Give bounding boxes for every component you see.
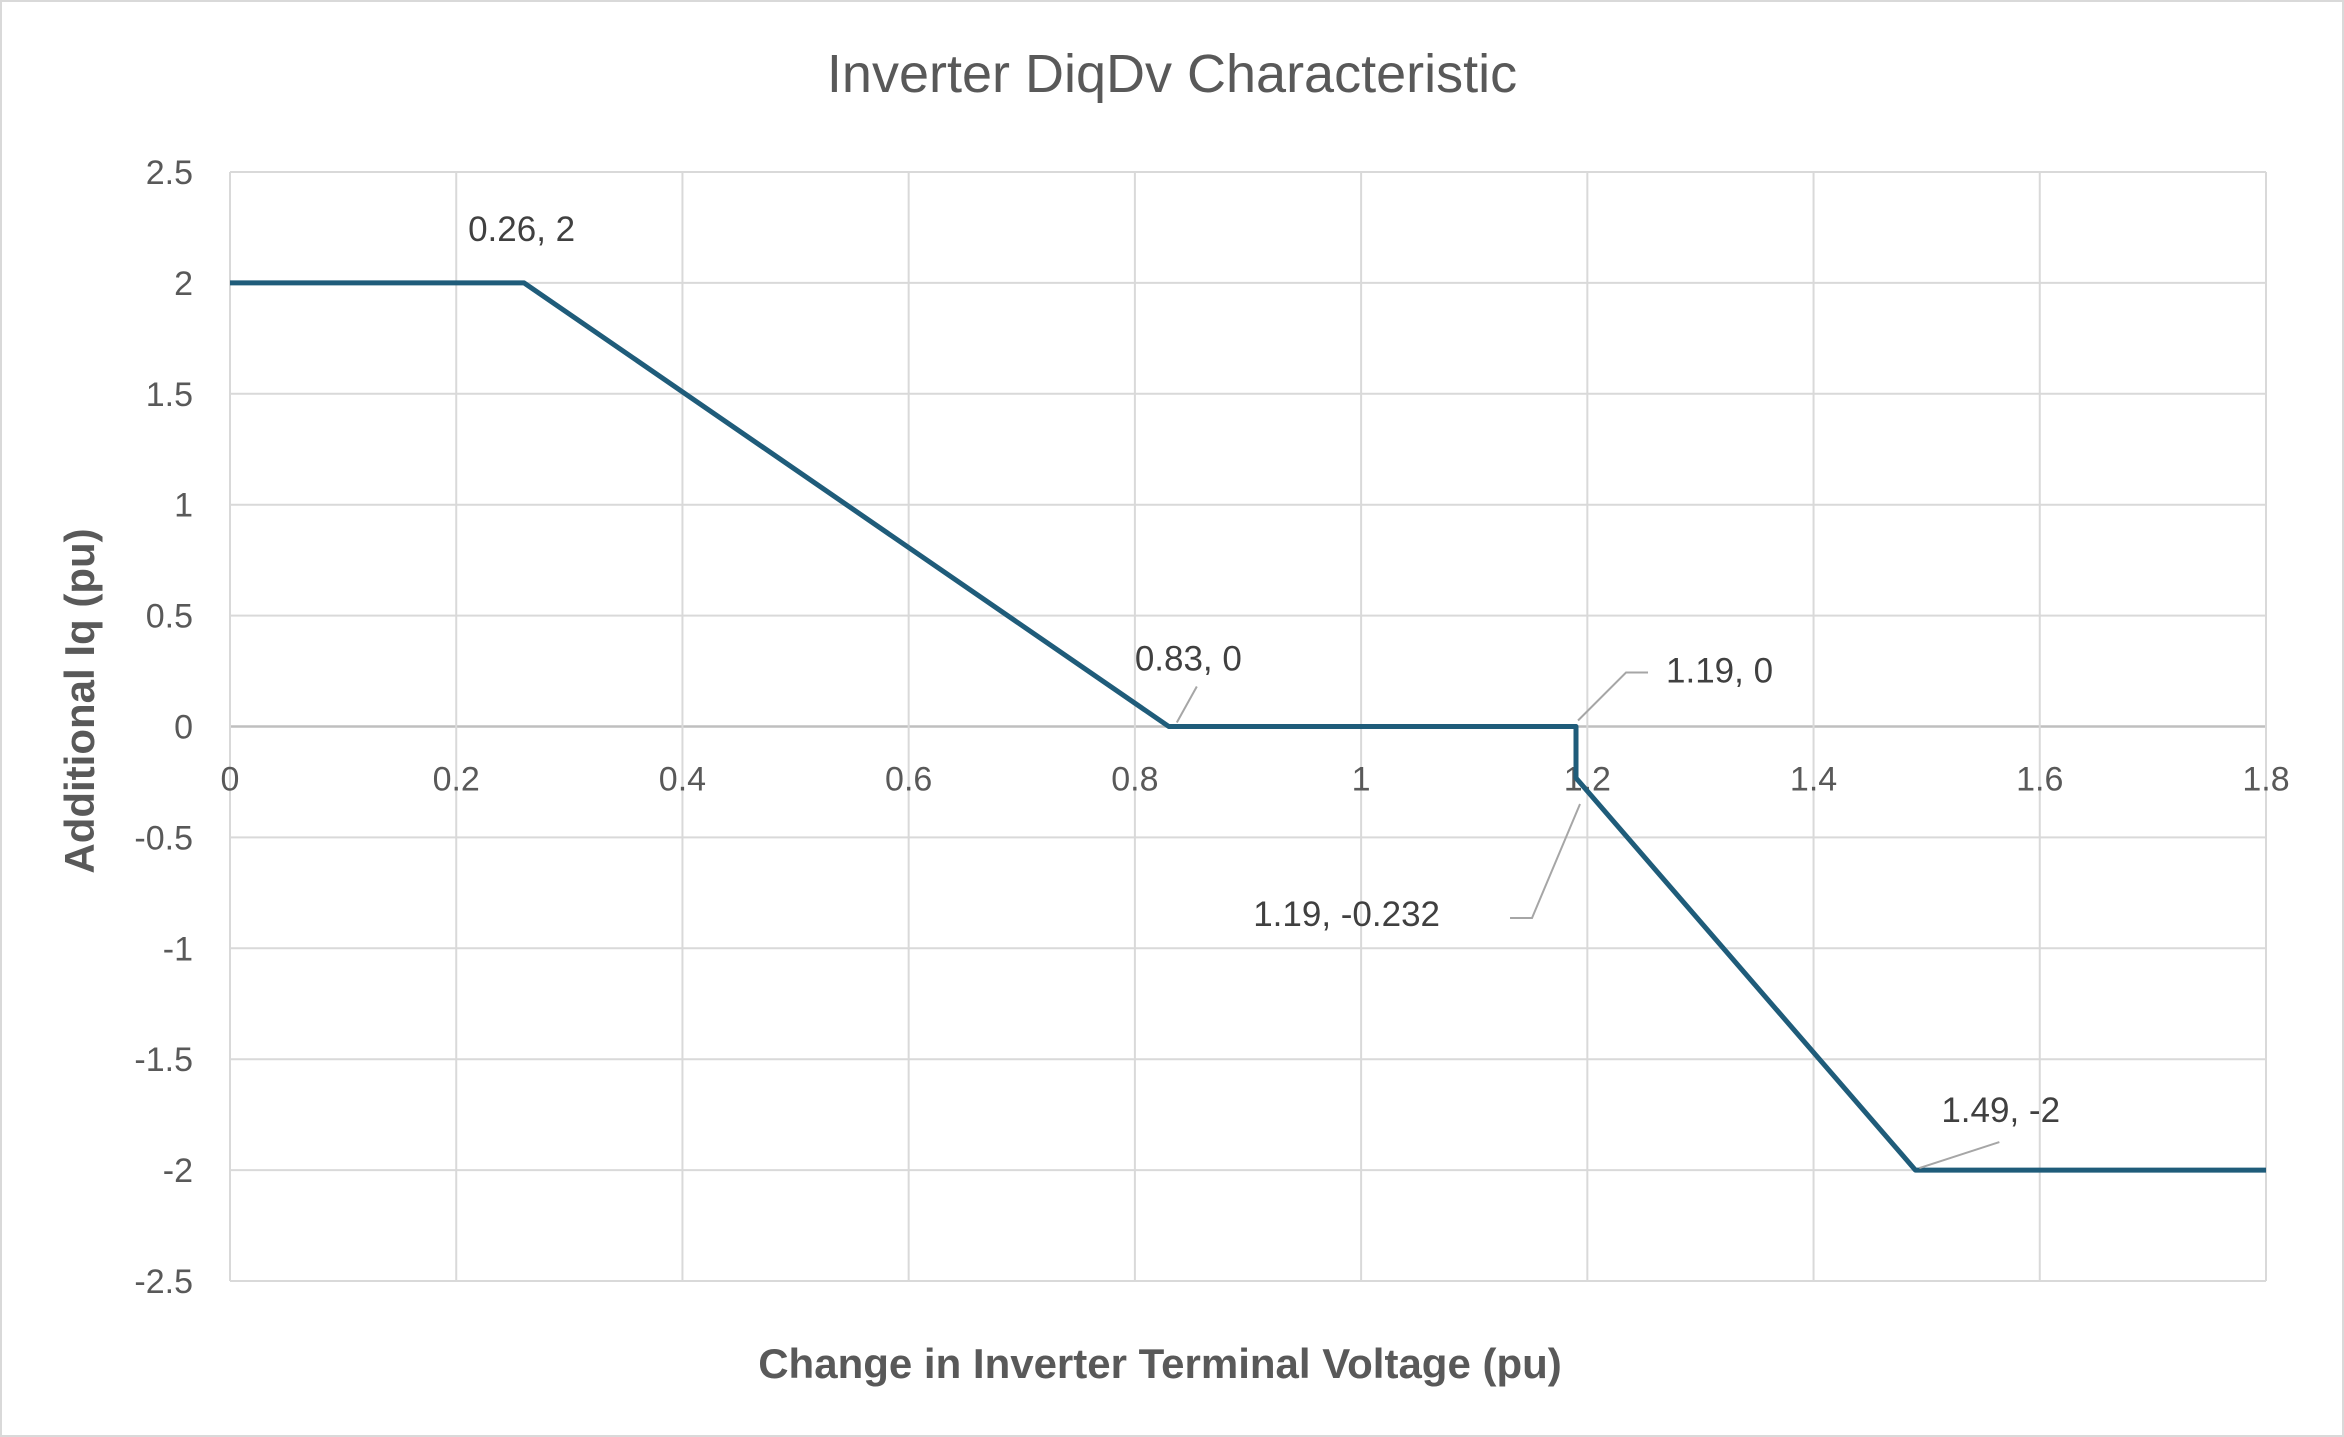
x-tick-label: 0.2	[433, 761, 480, 799]
data-label: 0.83, 0	[1135, 640, 1242, 679]
x-tick-label: 0.8	[1111, 761, 1158, 799]
data-label-leader	[1577, 671, 1649, 722]
y-tick-label: 1	[174, 487, 193, 525]
x-axis-title: Change in Inverter Terminal Voltage (pu)	[758, 1340, 1562, 1387]
gridlines	[229, 171, 2267, 1282]
y-tick-label: -2	[163, 1152, 193, 1190]
y-tick-label: -1.5	[134, 1041, 193, 1079]
y-axis-title: Additional Iq (pu)	[56, 528, 103, 873]
y-tick-label: 0	[174, 709, 193, 747]
series-line	[230, 280, 2266, 1173]
x-tick-label: 1.4	[1790, 761, 1837, 799]
data-label-leader	[1510, 803, 1581, 919]
y-tick-label: 2.5	[146, 154, 193, 192]
y-tick-label: -2.5	[134, 1263, 193, 1301]
y-tick-label: 2	[174, 265, 193, 303]
chart-title: Inverter DiqDv Characteristic	[827, 44, 1517, 104]
data-label: 1.19, 0	[1666, 652, 1773, 691]
y-tick-label: 0.5	[146, 598, 193, 636]
series-layer	[230, 280, 2266, 1173]
data-label: 1.19, -0.232	[1253, 895, 1440, 934]
y-tick-label: -1	[163, 930, 193, 968]
data-label: 0.26, 2	[468, 210, 575, 249]
data-label-leader	[1919, 1141, 2000, 1170]
x-axis-ticks: 0 0.2 0.4 0.6 0.8 1 1.2 1.4 1.6 1.8	[221, 761, 2290, 799]
x-tick-label: 1.6	[2016, 761, 2063, 799]
y-tick-label: 1.5	[146, 376, 193, 414]
data-label-leader	[1175, 686, 1198, 723]
x-tick-label: 0.4	[659, 761, 706, 799]
x-tick-label: 1	[1352, 761, 1371, 799]
x-tick-label: 0.6	[885, 761, 932, 799]
y-tick-label: -0.5	[134, 819, 193, 857]
y-axis-ticks: 2.5 2 1.5 1 0.5 0 -0.5 -1 -1.5 -2 -2.5	[134, 154, 193, 1301]
data-label: 1.49, -2	[1941, 1091, 2060, 1130]
data-labels: 0.26, 2 0.83, 0 1.19, 0 1.19, -0.232 1.49, -…	[468, 210, 2060, 1170]
x-tick-label: 0	[221, 761, 240, 799]
x-tick-label: 1.8	[2242, 761, 2289, 799]
